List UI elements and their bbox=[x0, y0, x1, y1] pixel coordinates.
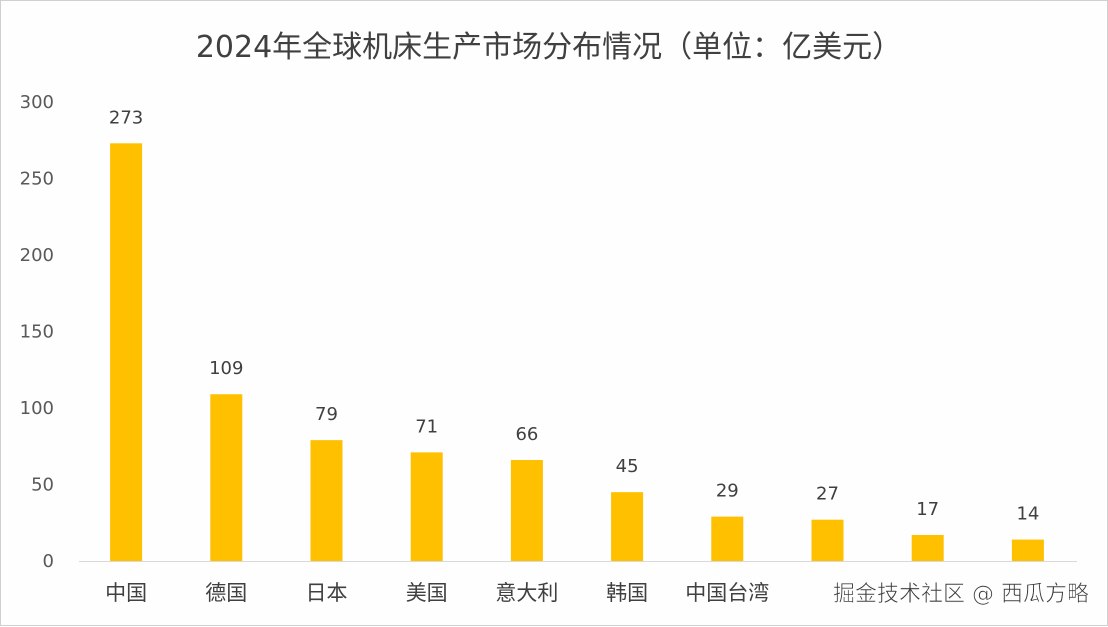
category-label: 韩国 bbox=[606, 581, 648, 605]
y-tick-label: 200 bbox=[20, 245, 54, 266]
data-label: 14 bbox=[1016, 504, 1039, 525]
y-tick-label: 300 bbox=[20, 92, 54, 113]
bar bbox=[410, 452, 443, 561]
data-label: 45 bbox=[616, 456, 639, 477]
bar bbox=[1011, 539, 1044, 561]
category-label: 中国台湾 bbox=[685, 581, 769, 605]
bar bbox=[911, 534, 944, 561]
chart-title: 2024年全球机床生产市场分布情况（单位：亿美元） bbox=[196, 30, 902, 65]
category-label: 意大利 bbox=[495, 581, 558, 605]
watermark: 掘金技术社区 @ 西瓜方略 bbox=[833, 582, 1089, 607]
data-label: 71 bbox=[415, 416, 438, 437]
y-tick-label: 100 bbox=[20, 398, 54, 419]
bar bbox=[110, 143, 143, 561]
y-tick-label: 150 bbox=[20, 322, 54, 343]
data-label: 29 bbox=[716, 481, 739, 502]
bar bbox=[711, 516, 744, 561]
data-label: 109 bbox=[209, 358, 243, 379]
category-label: 美国 bbox=[406, 581, 448, 605]
data-label: 66 bbox=[515, 424, 538, 445]
data-label: 79 bbox=[315, 404, 338, 425]
y-axis: 0 50 100 150 200 250 300 bbox=[20, 92, 54, 572]
bar bbox=[510, 460, 543, 561]
category-label: 日本 bbox=[306, 581, 348, 605]
category-label: 中国 bbox=[105, 581, 147, 605]
bar bbox=[310, 440, 343, 561]
y-tick-label: 250 bbox=[20, 169, 54, 190]
bars: 273 中国 109 德国 79 日本 71 美国 66 意大利 45 韩国 29 中国台湾 27 17 14 bbox=[105, 107, 1044, 605]
bar bbox=[611, 492, 644, 561]
category-label: 德国 bbox=[205, 581, 247, 605]
data-label: 17 bbox=[916, 499, 939, 520]
y-tick-label: 0 bbox=[43, 551, 54, 572]
data-label: 273 bbox=[109, 107, 143, 128]
data-label: 27 bbox=[816, 484, 839, 505]
y-tick-label: 50 bbox=[31, 475, 54, 496]
bar bbox=[210, 394, 243, 561]
bar bbox=[811, 519, 844, 561]
